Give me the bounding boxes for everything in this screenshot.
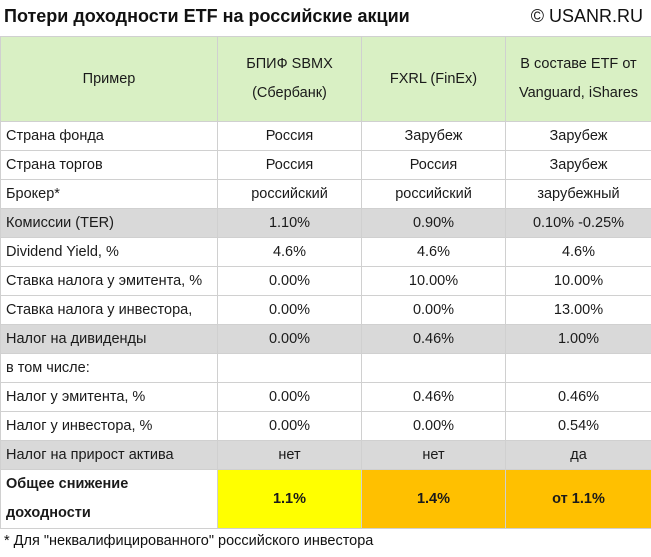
- table-row: Налог у инвестора, % 0.00% 0.00% 0.54%: [0, 411, 651, 441]
- cell-value: 0.90%: [361, 208, 506, 238]
- cell-value: Зарубеж: [505, 150, 651, 180]
- table-row: Брокер* российский российский зарубежный: [0, 179, 651, 209]
- row-label: Комиссии (TER): [0, 208, 218, 238]
- cell-value: Зарубеж: [505, 121, 651, 151]
- cell-value: 0.54%: [505, 411, 651, 441]
- row-label: Налог на прирост актива: [0, 440, 218, 470]
- cell-value: 10.00%: [361, 266, 506, 296]
- total-vanguard: от 1.1%: [505, 469, 651, 529]
- row-label: Налог у инвестора, %: [0, 411, 218, 441]
- column-header-vanguard: В составе ETF от Vanguard, iShares: [505, 36, 651, 122]
- cell-value: 0.46%: [361, 324, 506, 354]
- title-bar: Потери доходности ETF на российские акци…: [0, 0, 651, 34]
- row-label: Налог у эмитента, %: [0, 382, 218, 412]
- cell-value: зарубежный: [505, 179, 651, 209]
- cell-value: российский: [217, 179, 362, 209]
- row-label: в том числе:: [0, 353, 218, 383]
- cell-value: 0.00%: [217, 324, 362, 354]
- cell-value: да: [505, 440, 651, 470]
- cell-value: 0.00%: [217, 411, 362, 441]
- comparison-table: Пример БПИФ SBMX (Сбербанк) FXRL (FinEx)…: [0, 36, 651, 529]
- row-label: Ставка налога у эмитента, %: [0, 266, 218, 296]
- cell-value: 4.6%: [505, 237, 651, 267]
- table-row: Dividend Yield, % 4.6% 4.6% 4.6%: [0, 237, 651, 267]
- row-label: Брокер*: [0, 179, 218, 209]
- cell-value: 0.00%: [217, 266, 362, 296]
- cell-value: 4.6%: [217, 237, 362, 267]
- cell-value: [505, 353, 651, 383]
- row-label: Dividend Yield, %: [0, 237, 218, 267]
- cell-value: российский: [361, 179, 506, 209]
- cell-value: 0.10% -0.25%: [505, 208, 651, 238]
- cell-value: 0.00%: [217, 295, 362, 325]
- cell-value: нет: [361, 440, 506, 470]
- total-row: Общее снижение доходности 1.1% 1.4% от 1…: [0, 469, 651, 529]
- table-row: Страна фонда Россия Зарубеж Зарубеж: [0, 121, 651, 151]
- cell-value: Россия: [361, 150, 506, 180]
- cell-value: Россия: [217, 121, 362, 151]
- row-label: Страна торгов: [0, 150, 218, 180]
- table-row: Комиссии (TER) 1.10% 0.90% 0.10% -0.25%: [0, 208, 651, 238]
- cell-value: 0.46%: [505, 382, 651, 412]
- table-row: Налог на дивиденды 0.00% 0.46% 1.00%: [0, 324, 651, 354]
- table-row: Налог у эмитента, % 0.00% 0.46% 0.46%: [0, 382, 651, 412]
- cell-value: [217, 353, 362, 383]
- table-header-row: Пример БПИФ SBMX (Сбербанк) FXRL (FinEx)…: [0, 36, 651, 122]
- cell-value: нет: [217, 440, 362, 470]
- total-label: Общее снижение доходности: [0, 469, 218, 529]
- cell-value: [361, 353, 506, 383]
- cell-value: 0.00%: [361, 295, 506, 325]
- cell-value: 0.00%: [361, 411, 506, 441]
- cell-value: Россия: [217, 150, 362, 180]
- cell-value: 0.46%: [361, 382, 506, 412]
- total-fxrl: 1.4%: [361, 469, 506, 529]
- row-label: Ставка налога у инвестора,: [0, 295, 218, 325]
- cell-value: 0.00%: [217, 382, 362, 412]
- column-header-example: Пример: [0, 36, 218, 122]
- column-header-fxrl: FXRL (FinEx): [361, 36, 506, 122]
- table-row: Ставка налога у инвестора, 0.00% 0.00% 1…: [0, 295, 651, 325]
- site-credit: © USANR.RU: [530, 6, 643, 26]
- column-header-sbmx: БПИФ SBMX (Сбербанк): [217, 36, 362, 122]
- row-label: Налог на дивиденды: [0, 324, 218, 354]
- table-row: Страна торгов Россия Россия Зарубеж: [0, 150, 651, 180]
- row-label: Страна фонда: [0, 121, 218, 151]
- cell-value: 10.00%: [505, 266, 651, 296]
- table-row: Ставка налога у эмитента, % 0.00% 10.00%…: [0, 266, 651, 296]
- page-title: Потери доходности ETF на российские акци…: [4, 6, 410, 26]
- table-row: Налог на прирост актива нет нет да: [0, 440, 651, 470]
- cell-value: 1.00%: [505, 324, 651, 354]
- cell-value: 1.10%: [217, 208, 362, 238]
- cell-value: 4.6%: [361, 237, 506, 267]
- table-row: в том числе:: [0, 353, 651, 383]
- cell-value: 13.00%: [505, 295, 651, 325]
- footnote: * Для "неквалифицированного" российского…: [4, 533, 374, 549]
- total-sbmx: 1.1%: [217, 469, 362, 529]
- cell-value: Зарубеж: [361, 121, 506, 151]
